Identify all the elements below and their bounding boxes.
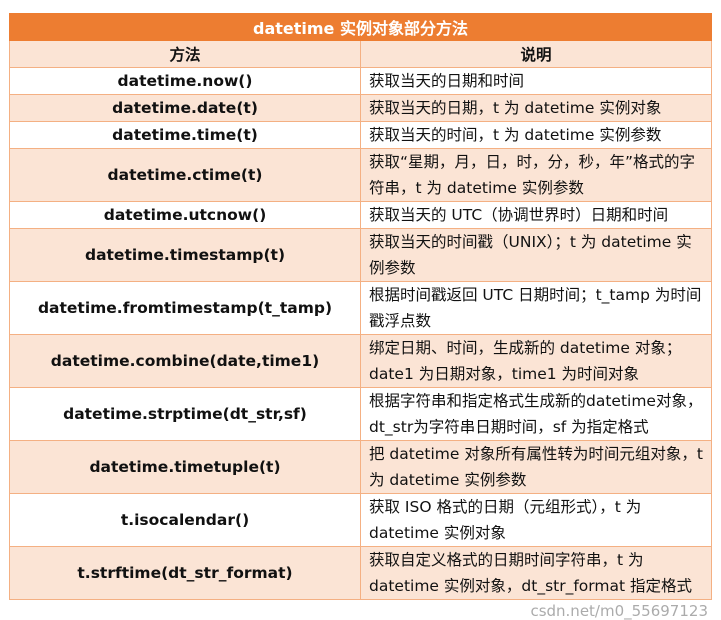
method-cell: datetime.now() [9, 67, 361, 95]
table-row: datetime.fromtimestamp(t_tamp) 根据时间戳返回 UT… [9, 281, 712, 335]
description-cell: 获取自定义格式的日期时间字符串，t 为 datetime 实例对象，dt_str… [360, 546, 712, 600]
methods-table: datetime 实例对象部分方法 方法 说明 datetime.now() 获取… [9, 13, 712, 600]
description-cell: 把 datetime 对象所有属性转为时间元组对象，t 为 datetime 实… [360, 440, 712, 494]
method-cell: datetime.timetuple(t) [9, 440, 361, 494]
description-cell: 获取“星期，月，日，时，分，秒，年”格式的字符串，t 为 datetime 实例… [360, 148, 712, 202]
table-title: datetime 实例对象部分方法 [9, 13, 712, 41]
table-row: datetime.time(t) 获取当天的时间，t 为 datetime 实例参… [9, 121, 712, 149]
method-cell: datetime.strptime(dt_str,sf) [9, 387, 361, 441]
description-cell: 根据字符串和指定格式生成新的datetime对象，dt_str为字符串日期时间，… [360, 387, 712, 441]
description-cell: 获取当天的时间戳（UNIX）；t 为 datetime 实例参数 [360, 228, 712, 282]
description-cell: 根据时间戳返回 UTC 日期时间；t_tamp 为时间戳浮点数 [360, 281, 712, 335]
table-row: t.strftime(dt_str_format) 获取自定义格式的日期时间字符串… [9, 546, 712, 600]
header-description: 说明 [360, 40, 712, 68]
description-cell: 获取当天的日期和时间 [360, 67, 712, 95]
method-cell: datetime.timestamp(t) [9, 228, 361, 282]
table-row: datetime.ctime(t) 获取“星期，月，日，时，分，秒，年”格式的字符… [9, 148, 712, 202]
table-row: datetime.now() 获取当天的日期和时间 [9, 67, 712, 95]
method-cell: datetime.fromtimestamp(t_tamp) [9, 281, 361, 335]
description-cell: 获取当天的时间，t 为 datetime 实例参数 [360, 121, 712, 149]
description-cell: 获取当天的 UTC（协调世界时）日期和时间 [360, 201, 712, 229]
header-method: 方法 [9, 40, 361, 68]
table-row: datetime.timetuple(t) 把 datetime 对象所有属性转为… [9, 440, 712, 494]
method-cell: datetime.time(t) [9, 121, 361, 149]
watermark: csdn.net/m0_55697123 [530, 602, 708, 620]
method-cell: datetime.combine(date,time1) [9, 334, 361, 388]
description-cell: 绑定日期、时间，生成新的 datetime 对象；date1 为日期对象，tim… [360, 334, 712, 388]
method-cell: t.strftime(dt_str_format) [9, 546, 361, 600]
table-row: datetime.strptime(dt_str,sf) 根据字符串和指定格式生成… [9, 387, 712, 441]
method-cell: datetime.utcnow() [9, 201, 361, 229]
description-cell: 获取 ISO 格式的日期（元组形式），t 为 datetime 实例对象 [360, 493, 712, 547]
method-cell: datetime.date(t) [9, 94, 361, 122]
description-cell: 获取当天的日期，t 为 datetime 实例对象 [360, 94, 712, 122]
table-row: datetime.date(t) 获取当天的日期，t 为 datetime 实例对… [9, 94, 712, 122]
table-row: datetime.combine(date,time1) 绑定日期、时间，生成新的… [9, 334, 712, 388]
table-row: datetime.timestamp(t) 获取当天的时间戳（UNIX）；t 为 … [9, 228, 712, 282]
method-cell: t.isocalendar() [9, 493, 361, 547]
table-row: t.isocalendar() 获取 ISO 格式的日期（元组形式），t 为 da… [9, 493, 712, 547]
method-cell: datetime.ctime(t) [9, 148, 361, 202]
table-row: datetime.utcnow() 获取当天的 UTC（协调世界时）日期和时间 [9, 201, 712, 229]
